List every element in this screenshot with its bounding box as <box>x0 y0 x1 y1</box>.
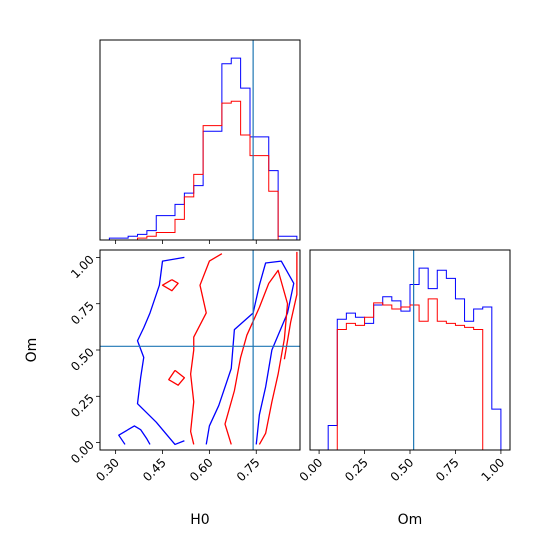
om-hist-x-tick-label: 0.00 <box>297 455 326 484</box>
contour-y-tick-label: 0.25 <box>68 391 97 420</box>
contour-y-tick-label: 0.00 <box>68 438 97 467</box>
contour-red <box>224 269 289 445</box>
contour-x-tick-label: 0.45 <box>140 455 169 484</box>
contour-y-tick-label: 1.00 <box>68 252 97 281</box>
h0-hist-frame <box>99 39 301 241</box>
h0-om-contour-panel: 0.30 0.45 0.60 0.75 0.00 0.25 0.50 0.75 1.00 <box>68 249 301 484</box>
x-axis-label-h0: H0 <box>190 512 209 528</box>
contour-lines-group <box>100 250 300 450</box>
om-hist-x-tick-label: 0.25 <box>342 455 371 484</box>
om-hist-blue <box>319 267 502 451</box>
x-axis-label-om: Om <box>398 512 423 528</box>
om-hist-background <box>310 250 510 450</box>
contour-blue <box>205 260 295 445</box>
y-axis-label-om: Om <box>24 338 40 363</box>
om-hist-x-tick-label: 0.50 <box>388 455 417 484</box>
contour-red <box>161 279 179 292</box>
contour-x-tick-label: 0.30 <box>93 455 122 484</box>
contour-blue <box>118 425 151 445</box>
om-hist-x-tick-label: 1.00 <box>478 455 507 484</box>
h0-hist-blue <box>100 57 298 241</box>
contour-background <box>100 250 300 450</box>
om-hist-x-tick-label: 0.75 <box>433 455 462 484</box>
om-hist-red <box>319 298 501 451</box>
h0-hist-background <box>100 40 300 240</box>
h0-hist-red <box>100 100 297 241</box>
contour-x-tick-label: 0.75 <box>234 455 263 484</box>
contour-blue <box>136 256 185 446</box>
h0-histogram-panel <box>99 39 301 244</box>
contour-red <box>189 253 223 445</box>
contour-y-tick-label: 0.75 <box>68 299 97 328</box>
contour-red <box>168 369 186 386</box>
contour-y-tick-label: 0.50 <box>68 345 97 374</box>
contour-x-tick-label: 0.60 <box>187 455 216 484</box>
contour-red <box>283 251 298 360</box>
om-histogram-panel: 0.00 0.25 0.50 0.75 1.00 <box>297 249 511 484</box>
